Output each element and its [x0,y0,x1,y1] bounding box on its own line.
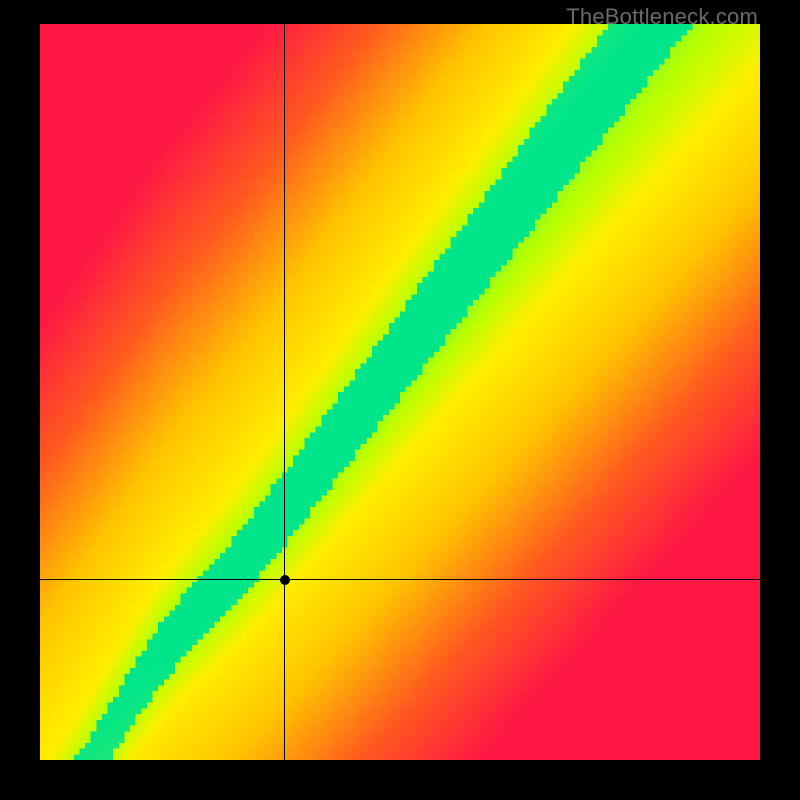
chart-frame: TheBottleneck.com [0,0,800,800]
crosshair-horizontal [40,579,760,580]
watermark-text: TheBottleneck.com [566,4,758,30]
bottleneck-heatmap [40,24,760,760]
crosshair-marker[interactable] [280,575,290,585]
crosshair-vertical [284,24,285,760]
